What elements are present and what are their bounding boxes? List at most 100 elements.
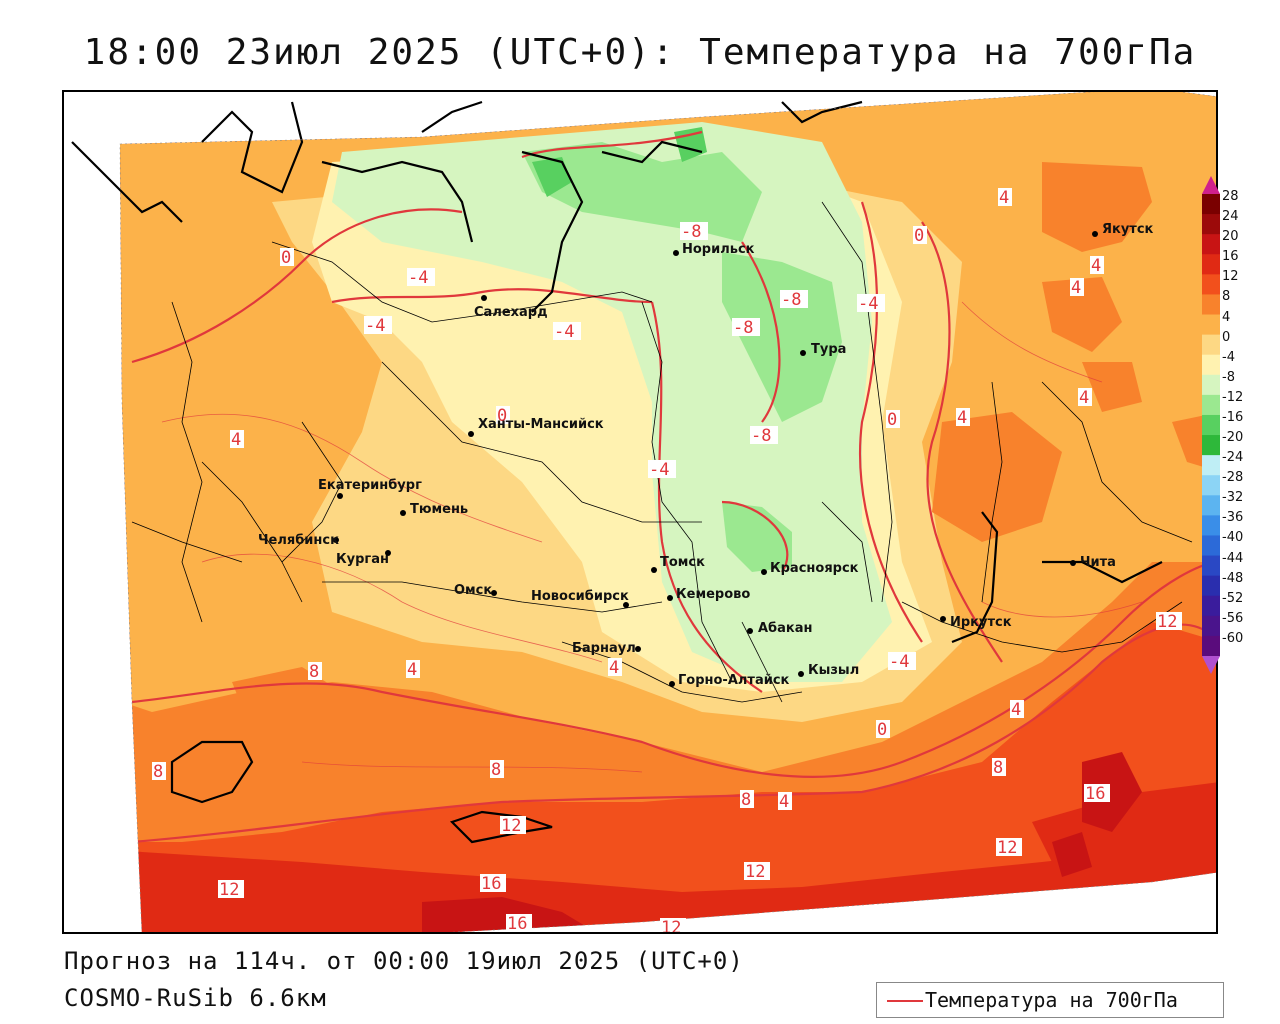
city-marker-gorno-altaysk — [669, 681, 675, 687]
city-gorno-altaysk[interactable]: Горно-Алтайск — [678, 673, 790, 688]
city-marker-salekhard — [481, 295, 487, 301]
isotherm-label: 8 — [993, 758, 1003, 778]
city-novosibirsk[interactable]: Новосибирск — [531, 589, 629, 604]
isotherm-label: 12 — [661, 918, 681, 934]
colorbar-tick-label: -56 — [1222, 610, 1244, 626]
city-norilsk[interactable]: Норильск — [682, 242, 755, 257]
colorbar-tick-label: 16 — [1222, 249, 1239, 265]
isotherm-label: -4 — [889, 652, 909, 672]
city-marker-norilsk — [673, 250, 679, 256]
colorbar-swatch — [1202, 535, 1220, 557]
colorbar-swatch — [1202, 334, 1220, 356]
isotherm-label: -4 — [408, 268, 428, 288]
city-irkutsk[interactable]: Иркутск — [950, 615, 1012, 630]
city-yakutsk[interactable]: Якутск — [1102, 222, 1154, 237]
colorbar-tick-label: -4 — [1222, 349, 1235, 365]
colorbar-swatch — [1202, 475, 1220, 496]
colorbar-swatch — [1202, 194, 1220, 215]
colorbar-tick-label: 20 — [1222, 229, 1239, 245]
city-tura[interactable]: Тура — [811, 342, 846, 357]
colorbar-swatch — [1202, 575, 1220, 597]
colorbar-swatch — [1202, 435, 1220, 456]
city-tyumen[interactable]: Тюмень — [410, 502, 468, 517]
isotherm-label: -8 — [681, 222, 701, 242]
city-chelyabinsk[interactable]: Челябинск — [258, 533, 339, 548]
colorbar-tick-label: 24 — [1222, 209, 1239, 225]
cities: Якутск Норильск Салехард Тура Ханты-Манс… — [258, 222, 1154, 688]
city-marker-kemerovo — [667, 595, 673, 601]
isotherm-label: 8 — [309, 662, 319, 682]
isotherm-label: 4 — [231, 430, 241, 450]
isotherm-label: 0 — [281, 248, 291, 268]
city-chita[interactable]: Чита — [1080, 555, 1116, 570]
isotherm-label: 4 — [609, 658, 619, 678]
isotherm-label: -4 — [365, 316, 385, 336]
colorbar-tick-label: -28 — [1222, 470, 1244, 486]
city-marker-irkutsk — [940, 616, 946, 622]
colorbar-tick-label: -16 — [1222, 409, 1244, 425]
colorbar-swatch — [1202, 314, 1220, 336]
isotherm-label: 4 — [1091, 256, 1101, 276]
city-marker-kyzyl — [798, 671, 804, 677]
map-canvas: -4 -4 -4 -8 -8 -8 -8 -4 -4 -4 0 0 0 — [64, 92, 1216, 934]
colorbar-tick-label: -20 — [1222, 430, 1244, 446]
city-tomsk[interactable]: Томск — [660, 555, 705, 570]
city-kemerovo[interactable]: Кемерово — [676, 587, 750, 602]
colorbar-tick-label: -48 — [1222, 570, 1244, 586]
isotherm-label: 12 — [219, 880, 239, 900]
temperature-map[interactable]: -4 -4 -4 -8 -8 -8 -8 -4 -4 -4 0 0 0 — [62, 90, 1218, 934]
colorbar-tick-label: 12 — [1222, 269, 1239, 285]
colorbar-tick-label: -36 — [1222, 510, 1244, 526]
colorbar-tick-label: -44 — [1222, 550, 1244, 566]
colorbar-top-arrow — [1202, 176, 1220, 194]
city-marker-yekaterinburg — [337, 493, 343, 499]
legend: Температура на 700гПа — [876, 982, 1224, 1018]
colorbar-swatch — [1202, 495, 1220, 516]
colorbar-swatch — [1202, 254, 1220, 275]
legend-label: Температура на 700гПа — [925, 988, 1178, 1012]
city-barnaul[interactable]: Барнаул — [572, 641, 636, 656]
colorbar-swatch — [1202, 615, 1220, 637]
city-kyzyl[interactable]: Кызыл — [808, 663, 859, 678]
isotherm-labels: -4 -4 -4 -8 -8 -8 -8 -4 -4 -4 0 0 0 — [152, 188, 1182, 934]
city-abakan[interactable]: Абакан — [758, 621, 813, 636]
city-marker-khanty-mansiysk — [468, 431, 474, 437]
city-krasnoyarsk[interactable]: Красноярск — [770, 561, 859, 576]
colorbar-tick-label: -40 — [1222, 530, 1244, 546]
isotherm-label: 0 — [877, 720, 887, 740]
colorbar-swatch — [1202, 354, 1220, 376]
isotherm-label: -4 — [649, 460, 669, 480]
colorbar-swatch — [1202, 595, 1220, 617]
city-omsk[interactable]: Омск — [454, 583, 492, 598]
isotherm-label: 4 — [957, 408, 967, 428]
isotherm-label: 4 — [779, 792, 789, 812]
colorbar-swatch — [1202, 414, 1220, 436]
city-salekhard[interactable]: Салехард — [474, 305, 548, 320]
city-marker-abakan — [747, 628, 753, 634]
colorbar-tick-label: 0 — [1222, 329, 1231, 345]
city-yekaterinburg[interactable]: Екатеринбург — [318, 478, 422, 493]
isotherm-label: -8 — [781, 290, 801, 310]
isotherm-label: 12 — [745, 862, 765, 882]
colorbar-bottom-arrow — [1202, 656, 1220, 674]
isotherm-label: 4 — [1011, 700, 1021, 720]
city-marker-novosibirsk — [623, 602, 629, 608]
city-marker-chelyabinsk — [333, 537, 339, 543]
isotherm-label: -8 — [751, 426, 771, 446]
colorbar-swatch — [1202, 635, 1220, 657]
city-kurgan[interactable]: Курган — [336, 552, 389, 567]
colorbar-tick-label: -32 — [1222, 490, 1244, 506]
forecast-info: Прогноз на 114ч. от 00:00 19июл 2025 (UT… — [64, 947, 744, 975]
isotherm-label: -4 — [554, 322, 574, 342]
city-marker-tura — [800, 350, 806, 356]
colorbar-tick-label: -60 — [1222, 630, 1244, 646]
colorbar-swatch — [1202, 294, 1220, 316]
isotherm-label: 4 — [1071, 278, 1081, 298]
city-marker-kurgan — [385, 550, 391, 556]
city-marker-yakutsk — [1092, 231, 1098, 237]
isotherm-label: 0 — [497, 406, 507, 426]
city-khanty-mansiysk[interactable]: Ханты-Мансийск — [478, 417, 604, 432]
colorbar-tick-label: -8 — [1222, 369, 1235, 385]
colorbar-swatch — [1202, 555, 1220, 577]
isotherm-label: 12 — [501, 816, 521, 836]
